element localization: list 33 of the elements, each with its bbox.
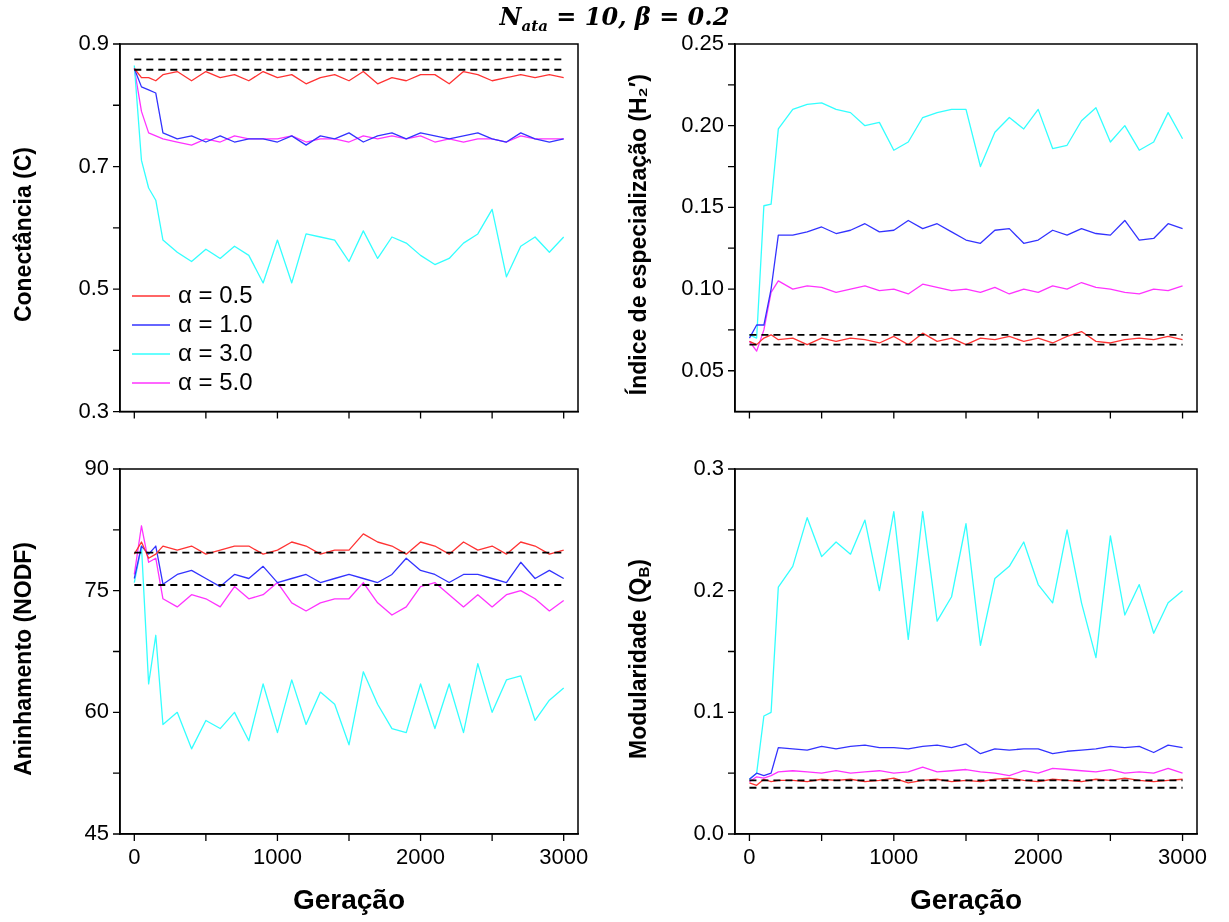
y-tick-label: 0.2 (693, 576, 724, 602)
y-axis-title: Conectância (C) (9, 147, 37, 323)
y-tick-label: 45 (84, 820, 109, 846)
y-tick-label: 0.3 (78, 397, 109, 423)
x-tick-label: 2000 (1013, 844, 1063, 870)
y-tick-label: 0.3 (693, 455, 724, 481)
legend-label: α = 0.5 (178, 280, 253, 308)
y-tick-label: 0.9 (78, 30, 109, 56)
y-tick-label: 60 (84, 698, 109, 724)
x-tick-label: 3000 (1158, 844, 1208, 870)
legend-label: α = 5.0 (178, 367, 253, 395)
y-tick-label: 0.05 (681, 356, 724, 382)
legend-label: α = 3.0 (178, 338, 253, 366)
y-tick-label: 0.20 (681, 111, 724, 137)
y-tick-label: 75 (84, 576, 109, 602)
y-tick-label: 0.15 (681, 193, 724, 219)
y-tick-label: 0.0 (693, 820, 724, 846)
x-axis-title: Geração (909, 883, 1023, 915)
y-tick-label: 90 (84, 455, 109, 481)
x-tick-label: 0 (128, 844, 141, 870)
y-axis-title: Aninhamento (NODF) (9, 541, 37, 776)
x-tick-label: 0 (743, 844, 756, 870)
x-tick-label: 1000 (869, 844, 919, 870)
x-tick-label: 1000 (252, 844, 302, 870)
y-tick-label: 0.7 (78, 152, 109, 178)
x-tick-label: 3000 (539, 844, 589, 870)
x-axis-title: Geração (292, 883, 406, 915)
y-axis-title: Índice de especialização (H₂′) (624, 74, 652, 396)
legend-label: α = 1.0 (178, 309, 253, 337)
y-tick-label: 0.10 (681, 275, 724, 301)
y-tick-label: 0.5 (78, 275, 109, 301)
y-tick-label: 0.1 (693, 698, 724, 724)
x-tick-label: 2000 (396, 844, 446, 870)
